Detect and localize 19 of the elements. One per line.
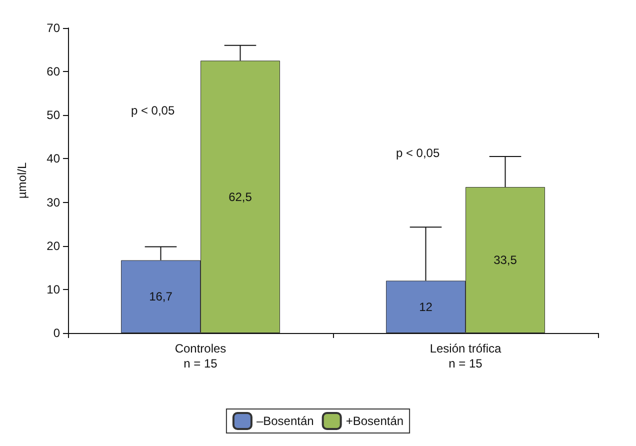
data-label: 62,5 bbox=[228, 190, 252, 204]
annotation: p < 0,05 bbox=[130, 103, 175, 118]
data-label: 16,7 bbox=[149, 290, 173, 304]
y-tick-label: 30 bbox=[46, 195, 60, 210]
y-tick-label: 50 bbox=[46, 108, 60, 122]
data-label: 12 bbox=[419, 300, 433, 314]
y-tick-label: 0 bbox=[53, 326, 60, 340]
data-label: 33,5 bbox=[494, 253, 518, 268]
annotation: p < 0,05 bbox=[396, 146, 440, 160]
y-tick-label: 10 bbox=[46, 282, 60, 296]
y-tick-label: 20 bbox=[46, 238, 60, 253]
legend-label: +Bosentán bbox=[346, 414, 404, 428]
y-tick-label: 40 bbox=[46, 152, 60, 166]
x-tick-label: Controles n = 15 bbox=[174, 342, 226, 370]
legend-label: –Bosentán bbox=[256, 414, 314, 428]
y-axis-title: µmol/L bbox=[15, 162, 29, 199]
y-tick-label: 70 bbox=[46, 21, 60, 35]
x-tick-label: Lesión trófica n = 15 bbox=[430, 342, 502, 370]
y-tick-label: 60 bbox=[46, 64, 60, 79]
